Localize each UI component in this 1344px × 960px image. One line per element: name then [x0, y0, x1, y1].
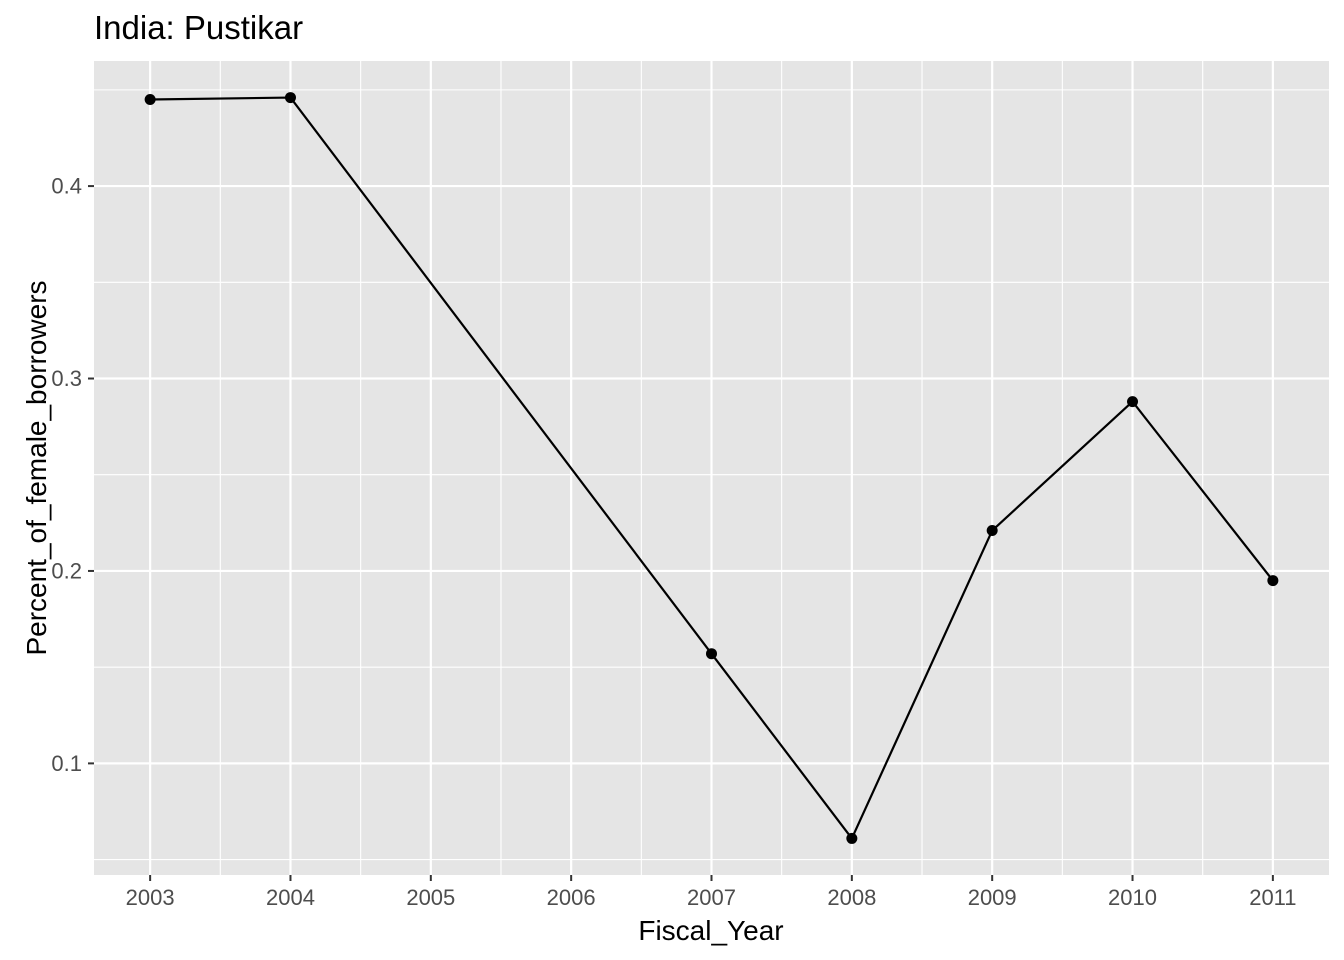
y-tick-label: 0.1	[51, 751, 82, 776]
x-tick-label: 2008	[827, 885, 876, 910]
x-tick-label: 2011	[1249, 885, 1296, 910]
y-tick-label: 0.2	[51, 558, 82, 583]
data-point	[846, 832, 858, 844]
x-tick-label: 2009	[968, 885, 1017, 910]
chart-title: India: Pustikar	[94, 9, 303, 46]
data-point	[706, 648, 717, 660]
major-gridlines	[94, 61, 1329, 875]
x-tick-label: 2006	[547, 885, 596, 910]
x-tick-label: 2010	[1108, 885, 1157, 910]
data-point	[986, 525, 998, 537]
data-point	[144, 93, 156, 105]
x-tick-label: 2007	[687, 885, 736, 910]
series-layer	[144, 92, 1279, 844]
data-point	[1267, 575, 1279, 587]
data-point	[284, 92, 296, 104]
x-tick-label: 2004	[266, 885, 315, 910]
y-axis-title: Percent_of_female_borrowers	[21, 280, 52, 655]
y-axis: 0.1 0.2 0.3 0.4	[51, 174, 94, 776]
x-axis-title: Fiscal_Year	[638, 915, 783, 946]
data-point	[1127, 396, 1139, 408]
x-axis: 2003 2004 2005 2006 2007 2008 2009 2010 2011	[126, 875, 1297, 910]
x-tick-label: 2003	[126, 885, 175, 910]
y-tick-label: 0.3	[51, 366, 82, 391]
y-tick-label: 0.4	[51, 174, 82, 199]
x-tick-label: 2005	[406, 885, 455, 910]
